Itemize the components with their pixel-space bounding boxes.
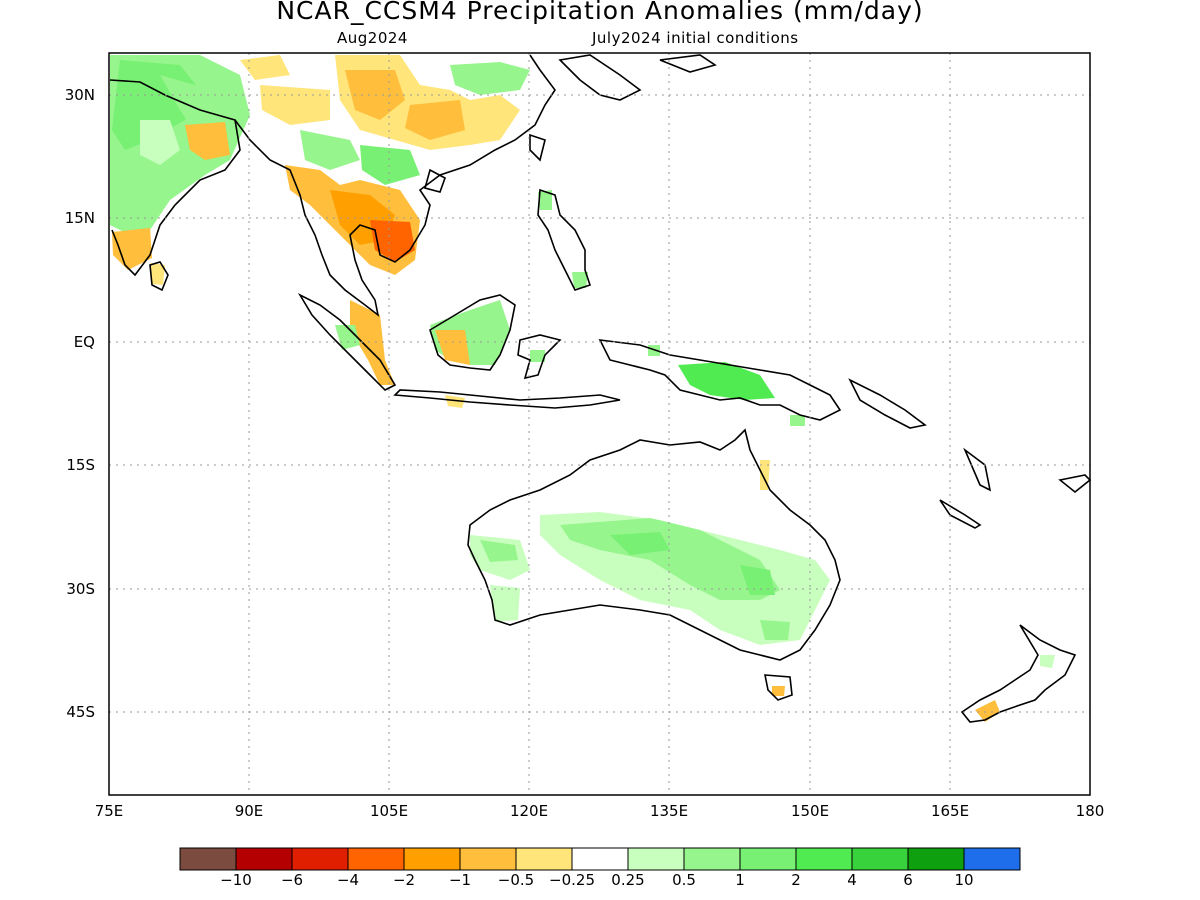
colorbar-tick-label: −4 <box>336 871 360 889</box>
colorbar-swatch <box>963 847 1021 871</box>
initial-conditions: July2024 initial conditions <box>592 29 799 47</box>
lat-label-15s: 15S <box>66 456 95 474</box>
lon-label-90e: 90E <box>234 802 264 820</box>
colorbar-tick-label: 4 <box>847 871 857 889</box>
colorbar-swatch <box>235 847 293 871</box>
anomaly-shading <box>110 55 1055 722</box>
lat-label-eq: EQ <box>73 333 95 351</box>
colorbar-tick-label: −6 <box>280 871 304 889</box>
colorbar-swatch <box>795 847 853 871</box>
lon-label-75e: 75E <box>94 802 124 820</box>
colorbar-tick-label: 2 <box>791 871 801 889</box>
colorbar-tick-label: 0.25 <box>611 871 645 889</box>
lon-label-135e: 135E <box>649 802 689 820</box>
colorbar-tick-label: 10 <box>954 871 974 889</box>
colorbar-tick-label: −2 <box>392 871 416 889</box>
colorbar-swatch <box>515 847 573 871</box>
lat-label-15n: 15N <box>64 209 95 227</box>
colorbar-tick-label: 0.5 <box>672 871 696 889</box>
lat-label-45s: 45S <box>66 703 95 721</box>
colorbar-swatch <box>459 847 517 871</box>
forecast-month: Aug2024 <box>337 29 408 47</box>
colorbar-tick-label: −1 <box>448 871 472 889</box>
colorbar-swatch <box>291 847 349 871</box>
lon-label-180: 180 <box>1075 802 1105 820</box>
lon-label-120e: 120E <box>509 802 549 820</box>
colorbar-tick-label: −0.5 <box>497 871 535 889</box>
colorbar-swatch <box>683 847 741 871</box>
lon-label-165e: 165E <box>930 802 970 820</box>
colorbar-swatch <box>571 847 629 871</box>
map-title: NCAR_CCSM4 Precipitation Anomalies (mm/d… <box>276 0 924 25</box>
colorbar-swatch <box>907 847 965 871</box>
colorbar-swatch <box>739 847 797 871</box>
colorbar-tick-label: −0.25 <box>549 871 595 889</box>
colorbar-tick-label: 1 <box>735 871 745 889</box>
colorbar-swatch <box>851 847 909 871</box>
colorbar <box>179 847 1021 871</box>
colorbar-swatch <box>347 847 405 871</box>
lon-label-105e: 105E <box>369 802 409 820</box>
colorbar-tick-label: −10 <box>220 871 252 889</box>
colorbar-tick-label: 6 <box>903 871 913 889</box>
lat-label-30n: 30N <box>64 86 95 104</box>
lon-label-150e: 150E <box>790 802 830 820</box>
coastlines <box>109 54 1092 723</box>
grid-lines <box>109 53 1090 795</box>
colorbar-swatch <box>179 847 237 871</box>
colorbar-swatch <box>403 847 461 871</box>
lat-label-30s: 30S <box>66 580 95 598</box>
map-frame <box>108 52 1091 796</box>
colorbar-swatch <box>627 847 685 871</box>
